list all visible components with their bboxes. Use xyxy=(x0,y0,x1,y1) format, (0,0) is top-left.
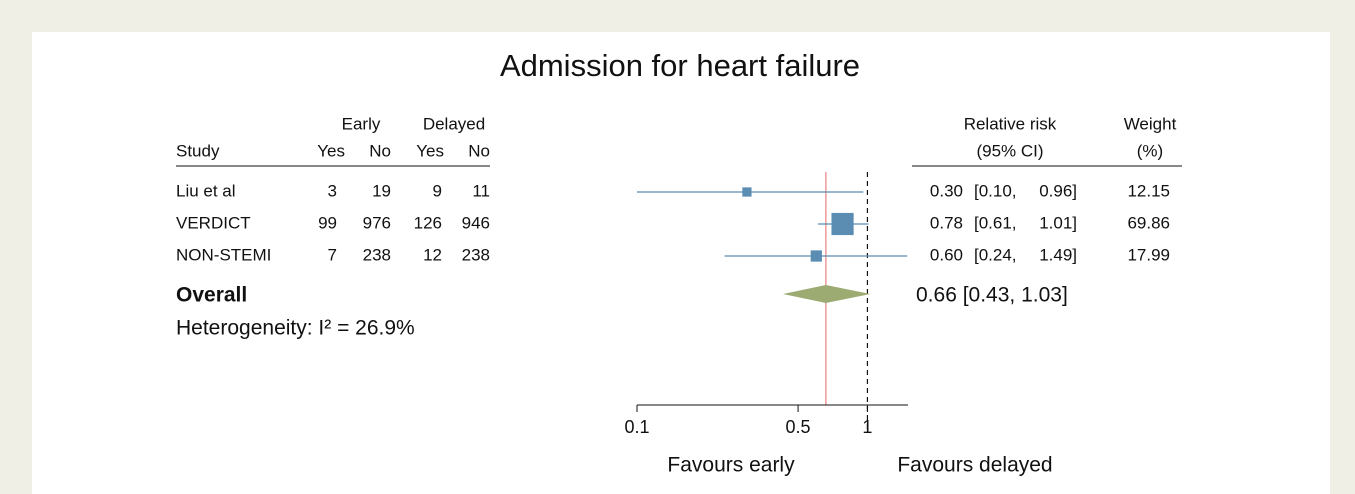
overall-label: Overall xyxy=(176,284,247,307)
overall-estimate: 0.66 [0.43, 1.03] xyxy=(916,284,1068,307)
study-name: Liu et al xyxy=(176,181,236,200)
count: 99 xyxy=(318,213,337,232)
x-tick-label: 1 xyxy=(862,417,872,437)
estimate: 0.30 xyxy=(930,181,963,200)
header: (%) xyxy=(1137,141,1163,160)
count: 11 xyxy=(472,181,490,200)
header: Relative risk xyxy=(964,114,1057,133)
count: 976 xyxy=(363,213,391,232)
header: Early xyxy=(342,114,381,133)
header: Yes xyxy=(317,141,345,160)
header: (95% CI) xyxy=(976,141,1043,160)
count: 238 xyxy=(363,245,391,264)
weight: 17.99 xyxy=(1127,245,1170,264)
header: Study xyxy=(176,141,220,160)
ci-low: [0.10, xyxy=(974,181,1017,200)
ci-low: [0.24, xyxy=(974,245,1017,264)
estimate-marker xyxy=(831,212,854,236)
ci-high: 1.01] xyxy=(1039,213,1077,232)
count: 12 xyxy=(423,245,442,264)
header: Weight xyxy=(1124,114,1177,133)
favours-label: Favours delayed xyxy=(897,454,1052,477)
favours-label: Favours early xyxy=(667,454,795,477)
x-tick-label: 0.5 xyxy=(786,417,811,437)
ci-high: 1.49] xyxy=(1039,245,1077,264)
count: 238 xyxy=(462,245,490,264)
study-name: NON-STEMI xyxy=(176,245,271,264)
estimate: 0.60 xyxy=(930,245,963,264)
heterogeneity: Heterogeneity: I² = 26.9% xyxy=(176,317,415,340)
header: Delayed xyxy=(423,114,485,133)
overall-diamond xyxy=(782,285,871,303)
ci-low: [0.61, xyxy=(974,213,1017,232)
ci-high: 0.96] xyxy=(1039,181,1077,200)
count: 7 xyxy=(328,245,337,264)
count: 19 xyxy=(372,181,391,200)
count: 9 xyxy=(433,181,442,200)
x-tick-label: 0.1 xyxy=(624,417,649,437)
estimate-marker xyxy=(742,187,752,197)
estimate-marker xyxy=(810,250,822,262)
weight: 69.86 xyxy=(1127,213,1170,232)
chart-title: Admission for heart failure xyxy=(500,48,860,83)
panel xyxy=(32,32,1330,494)
study-name: VERDICT xyxy=(176,213,251,232)
header: No xyxy=(369,141,391,160)
count: 3 xyxy=(328,181,337,200)
estimate: 0.78 xyxy=(930,213,963,232)
header: Yes xyxy=(416,141,444,160)
header: No xyxy=(468,141,490,160)
count: 946 xyxy=(462,213,490,232)
weight: 12.15 xyxy=(1127,181,1170,200)
count: 126 xyxy=(414,213,442,232)
